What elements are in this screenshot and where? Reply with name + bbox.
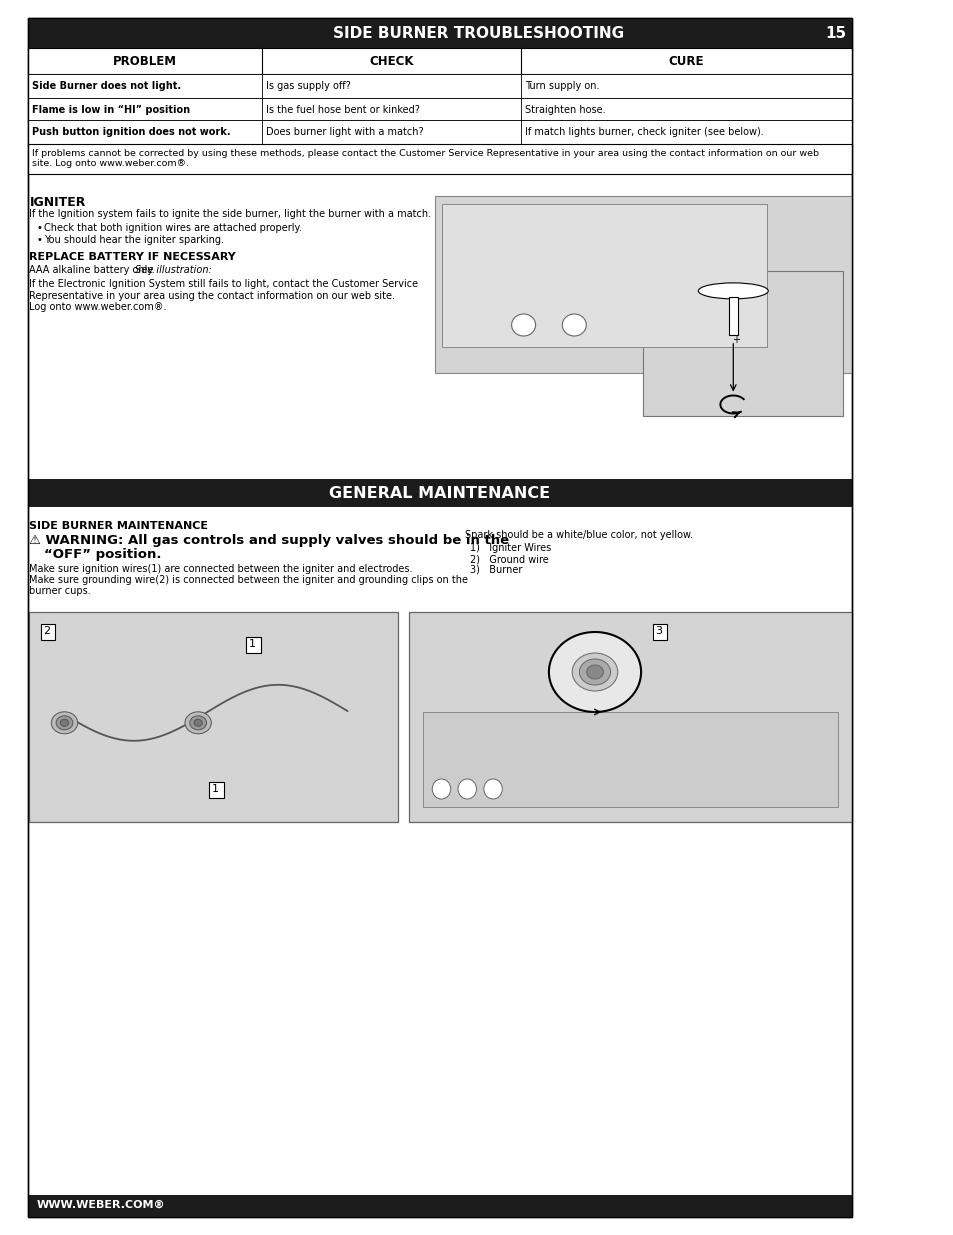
Text: CURE: CURE (668, 56, 703, 68)
Text: If match lights burner, check igniter (see below).: If match lights burner, check igniter (s… (525, 127, 763, 137)
Text: ⚠ WARNING: All gas controls and supply valves should be in the: ⚠ WARNING: All gas controls and supply v… (30, 534, 509, 547)
Text: Is gas supply off?: Is gas supply off? (266, 82, 351, 91)
Text: 1: 1 (212, 784, 219, 794)
Ellipse shape (561, 314, 586, 336)
Text: SIDE BURNER TROUBLESHOOTING: SIDE BURNER TROUBLESHOOTING (333, 26, 623, 41)
Text: CHECK: CHECK (369, 56, 413, 68)
Text: 3: 3 (655, 626, 661, 636)
Text: +: + (731, 335, 740, 345)
Text: REPLACE BATTERY IF NECESSARY: REPLACE BATTERY IF NECESSARY (30, 252, 236, 262)
Ellipse shape (185, 711, 212, 734)
Text: If the Ignition system fails to ignite the side burner, light the burner with a : If the Ignition system fails to ignite t… (30, 209, 431, 219)
Text: 1: 1 (249, 638, 255, 650)
Text: “OFF” position.: “OFF” position. (44, 548, 162, 561)
Text: If the Electronic Ignition System still fails to light, contact the Customer Ser: If the Electronic Ignition System still … (30, 279, 418, 312)
Bar (28, 120, 851, 144)
Text: Is the fuel hose bent or kinked?: Is the fuel hose bent or kinked? (266, 105, 419, 115)
Text: •: • (37, 235, 43, 245)
Bar (246, 637, 260, 653)
Bar (422, 713, 837, 806)
Text: If problems cannot be corrected by using these methods, please contact the Custo: If problems cannot be corrected by using… (32, 149, 819, 168)
Ellipse shape (572, 653, 618, 692)
Bar (28, 1195, 851, 1216)
Text: IGNITER: IGNITER (30, 196, 86, 209)
Text: Spark should be a white/blue color, not yellow.: Spark should be a white/blue color, not … (465, 530, 693, 540)
Bar (652, 624, 666, 640)
Circle shape (483, 779, 502, 799)
Text: Side Burner does not light.: Side Burner does not light. (32, 82, 181, 91)
Bar (28, 144, 851, 174)
Bar (28, 479, 851, 508)
Text: AAA alkaline battery only.: AAA alkaline battery only. (30, 266, 158, 275)
Text: PROBLEM: PROBLEM (112, 56, 176, 68)
Text: Make sure grounding wire(2) is connected between the igniter and grounding clips: Make sure grounding wire(2) is connected… (30, 576, 468, 585)
Ellipse shape (56, 716, 72, 730)
Ellipse shape (586, 664, 602, 679)
Text: 15: 15 (824, 26, 845, 41)
Text: Make sure ignition wires(1) are connected between the igniter and electrodes.: Make sure ignition wires(1) are connecte… (30, 564, 413, 574)
Text: You should hear the igniter sparking.: You should hear the igniter sparking. (44, 235, 224, 245)
Bar (435, 196, 851, 373)
Ellipse shape (51, 711, 77, 734)
Text: burner cups.: burner cups. (30, 585, 91, 597)
Text: Does burner light with a match?: Does burner light with a match? (266, 127, 423, 137)
Text: Check that both ignition wires are attached properly.: Check that both ignition wires are attac… (44, 224, 302, 233)
Bar (41, 624, 55, 640)
Bar (442, 204, 766, 347)
Bar (728, 296, 737, 335)
Bar (28, 74, 851, 98)
Ellipse shape (511, 314, 535, 336)
Text: SIDE BURNER MAINTENANCE: SIDE BURNER MAINTENANCE (30, 521, 209, 531)
Ellipse shape (578, 659, 610, 685)
Text: Straighten hose.: Straighten hose. (525, 105, 605, 115)
Bar (28, 48, 851, 74)
Text: See illustration:: See illustration: (135, 266, 212, 275)
Bar (209, 782, 224, 798)
Bar (28, 98, 851, 120)
Bar (642, 270, 842, 416)
Circle shape (457, 779, 476, 799)
Text: GENERAL MAINTENANCE: GENERAL MAINTENANCE (329, 487, 550, 501)
Text: WWW.WEBER.COM®: WWW.WEBER.COM® (37, 1200, 165, 1210)
Bar (28, 19, 851, 48)
Text: 1)   Igniter Wires: 1) Igniter Wires (470, 543, 551, 553)
Circle shape (432, 779, 450, 799)
Bar (30, 613, 397, 823)
Ellipse shape (60, 719, 69, 726)
Text: Flame is low in “HI” position: Flame is low in “HI” position (32, 105, 191, 115)
Ellipse shape (548, 632, 640, 713)
Bar (409, 613, 851, 823)
Text: 2: 2 (43, 626, 51, 636)
Text: Turn supply on.: Turn supply on. (525, 82, 599, 91)
Text: •: • (37, 224, 43, 233)
Ellipse shape (698, 283, 767, 299)
Ellipse shape (190, 716, 206, 730)
Text: Push button ignition does not work.: Push button ignition does not work. (32, 127, 231, 137)
Ellipse shape (193, 719, 202, 726)
Text: 3)   Burner: 3) Burner (470, 564, 522, 576)
Text: 2)   Ground wire: 2) Ground wire (470, 555, 548, 564)
